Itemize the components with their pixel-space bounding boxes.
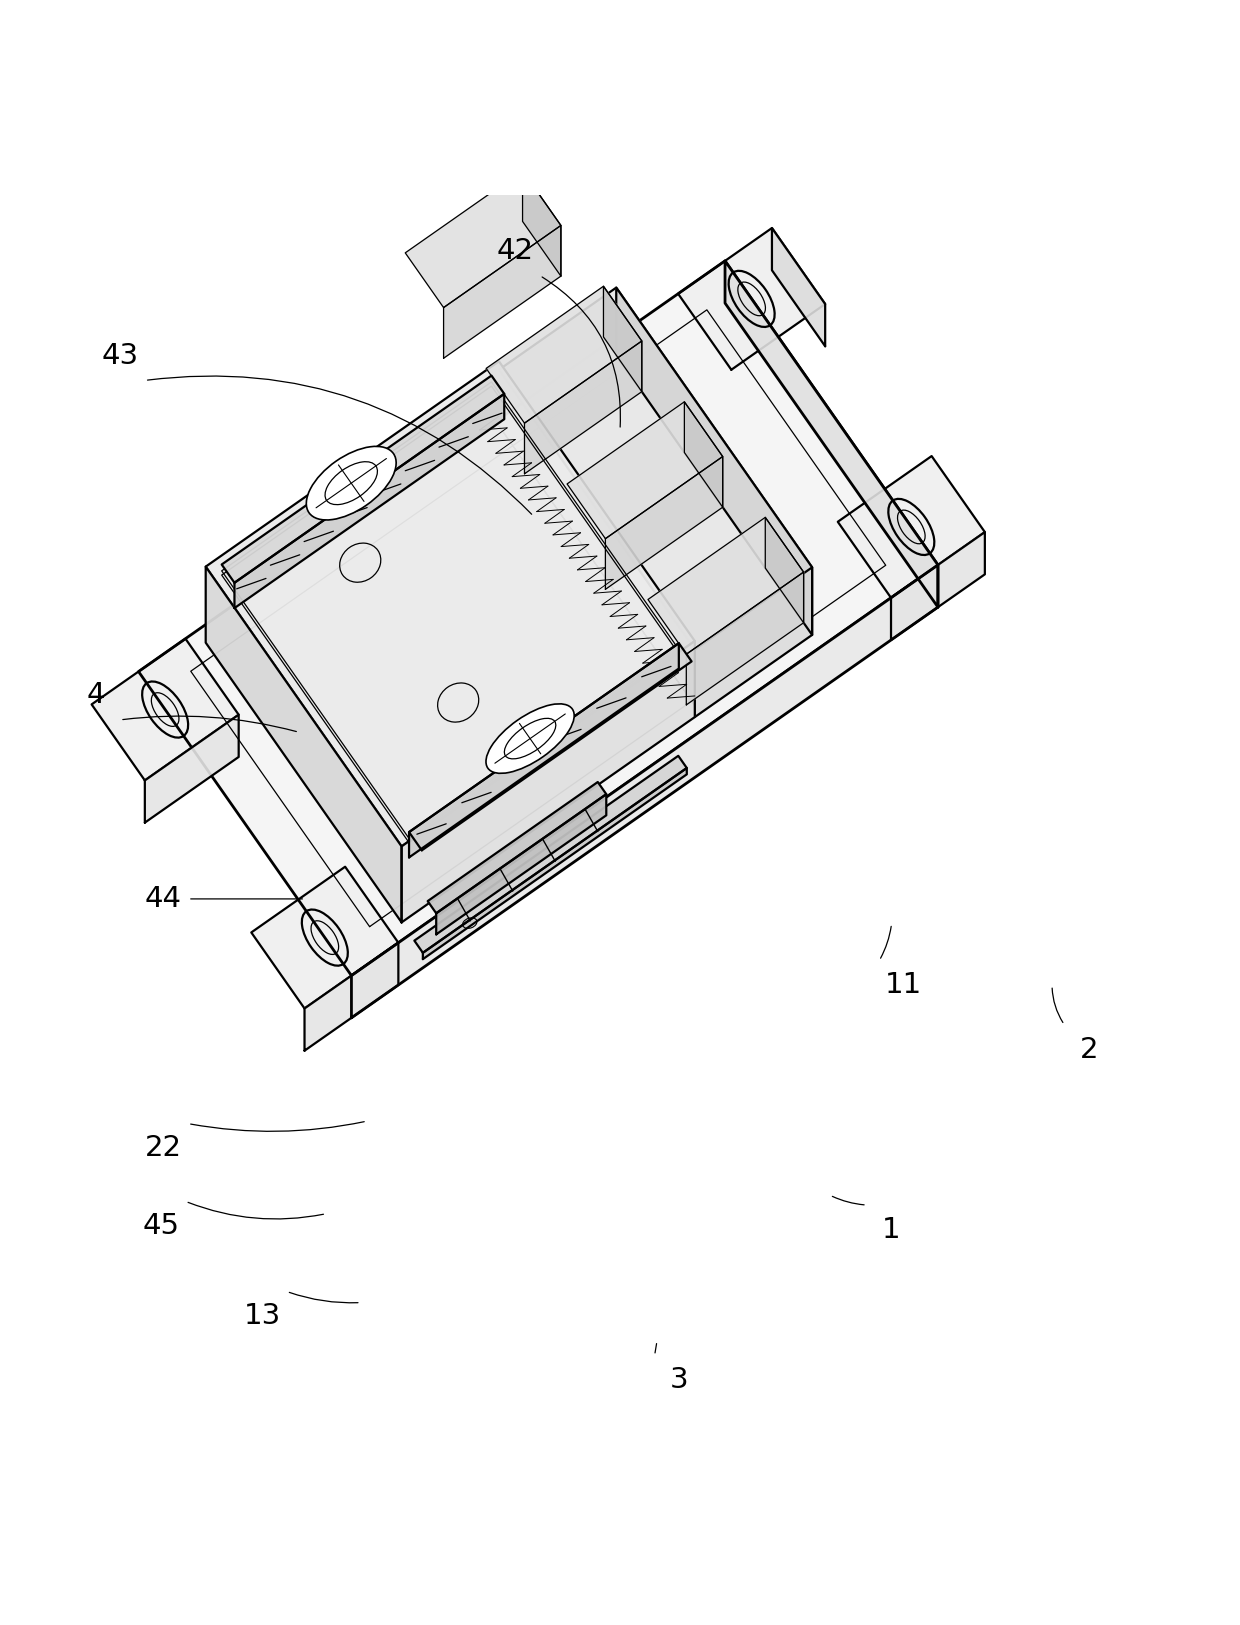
Text: 44: 44 — [145, 886, 182, 913]
Polygon shape — [684, 401, 723, 507]
Polygon shape — [206, 361, 694, 847]
Polygon shape — [436, 795, 606, 934]
Polygon shape — [206, 567, 402, 923]
Polygon shape — [604, 286, 642, 392]
Polygon shape — [402, 640, 694, 923]
Polygon shape — [686, 572, 804, 705]
Text: 42: 42 — [496, 237, 533, 265]
Polygon shape — [892, 531, 985, 640]
Polygon shape — [765, 517, 804, 622]
Polygon shape — [694, 567, 812, 717]
Polygon shape — [725, 262, 937, 608]
Polygon shape — [773, 228, 825, 346]
Polygon shape — [409, 644, 678, 858]
Text: 1: 1 — [883, 1216, 901, 1243]
Text: 2: 2 — [1080, 1035, 1099, 1063]
Polygon shape — [616, 288, 812, 635]
Polygon shape — [423, 769, 687, 959]
Text: 3: 3 — [670, 1367, 688, 1394]
Polygon shape — [444, 226, 560, 358]
Polygon shape — [498, 288, 812, 650]
Text: 22: 22 — [145, 1134, 182, 1162]
Polygon shape — [414, 756, 687, 952]
Polygon shape — [649, 517, 804, 655]
Polygon shape — [305, 942, 398, 1051]
Polygon shape — [428, 782, 606, 913]
Polygon shape — [351, 566, 937, 1017]
Polygon shape — [605, 457, 723, 590]
Ellipse shape — [486, 704, 574, 774]
Polygon shape — [405, 171, 560, 307]
Polygon shape — [234, 393, 505, 608]
Ellipse shape — [306, 447, 396, 520]
Text: 11: 11 — [885, 972, 923, 999]
Polygon shape — [92, 639, 238, 780]
Polygon shape — [678, 228, 825, 370]
Polygon shape — [145, 715, 238, 822]
Polygon shape — [522, 171, 560, 276]
Text: 45: 45 — [143, 1212, 180, 1240]
Polygon shape — [567, 401, 723, 538]
Polygon shape — [525, 341, 642, 474]
Text: 13: 13 — [243, 1302, 280, 1331]
Polygon shape — [139, 262, 937, 975]
Text: 4: 4 — [86, 681, 104, 708]
Text: 43: 43 — [102, 341, 139, 370]
Polygon shape — [252, 866, 398, 1009]
Polygon shape — [486, 286, 642, 422]
Polygon shape — [838, 457, 985, 598]
Polygon shape — [222, 375, 505, 583]
Polygon shape — [409, 644, 692, 850]
Polygon shape — [498, 426, 694, 705]
